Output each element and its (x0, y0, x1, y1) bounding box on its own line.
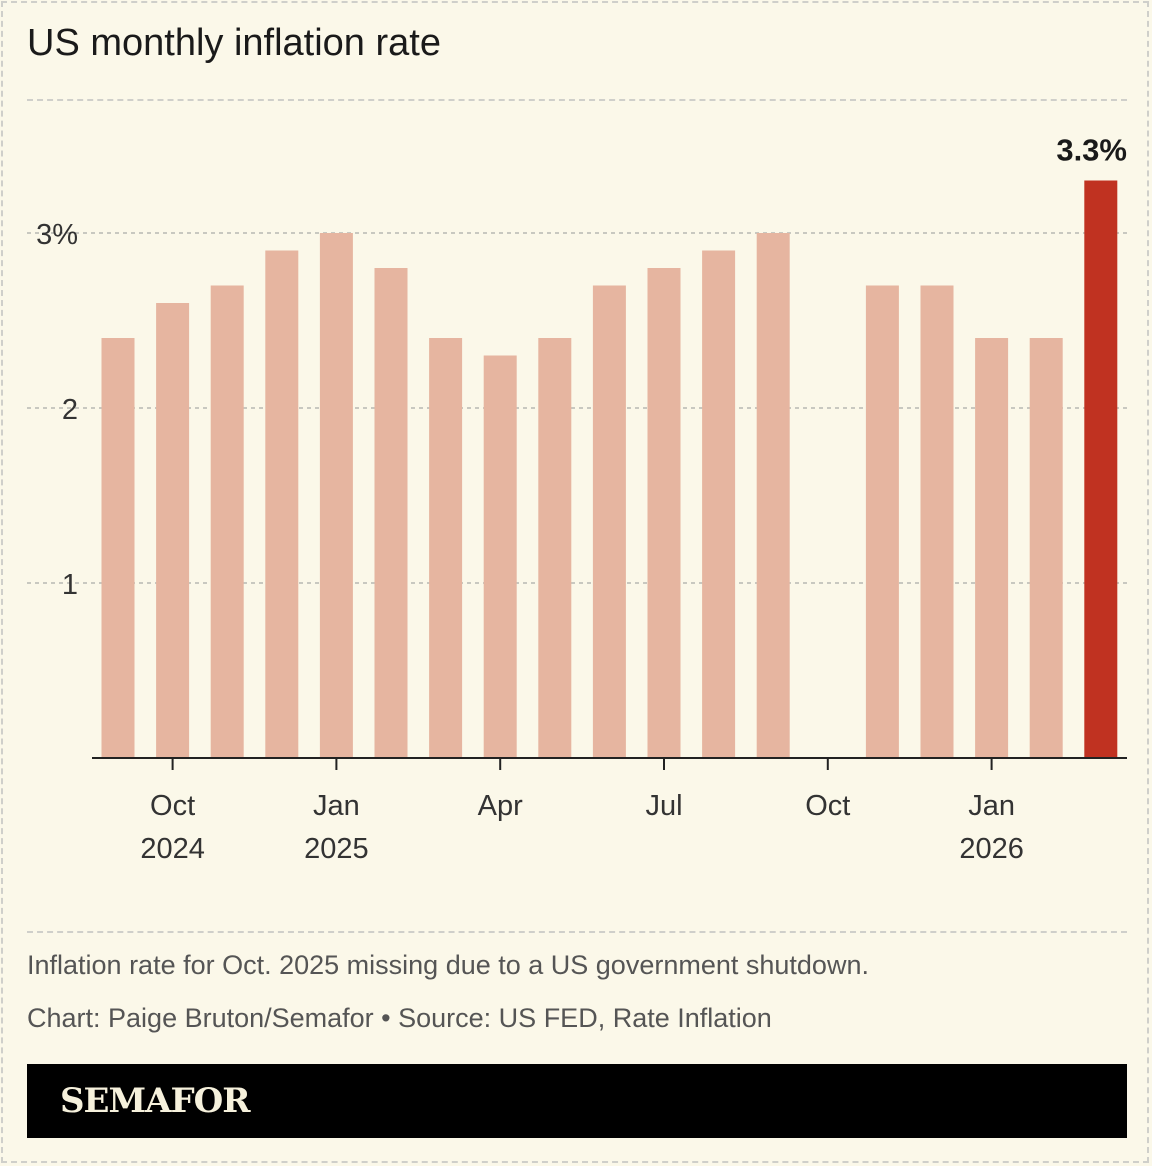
bar-mar-2025 (429, 338, 463, 758)
chart-credit: Chart: Paige Bruton/Semafor • Source: US… (27, 1003, 772, 1033)
x-tick-label: Jan (313, 790, 360, 822)
bar-may-2025 (538, 338, 572, 758)
chart-note: Inflation rate for Oct. 2025 missing due… (27, 950, 869, 980)
bar-jan-2025 (319, 233, 353, 758)
bar-feb-2026 (1029, 338, 1063, 758)
x-tick-label: Oct (805, 790, 850, 822)
x-tick-label: Oct (150, 790, 195, 822)
bar-jun-2025 (592, 285, 626, 758)
bar-dec-2024 (265, 250, 299, 758)
y-tick-label: 2 (62, 394, 78, 426)
y-tick-label: 3% (36, 219, 78, 251)
bar-aug-2025 (702, 250, 736, 758)
x-tick-label: Apr (478, 790, 523, 822)
bar-nov-2024 (210, 285, 244, 758)
x-tick-year: 2026 (959, 833, 1024, 865)
x-tick-label: Jul (645, 790, 682, 822)
bar-sep-2025 (756, 233, 790, 758)
footer-divider (27, 931, 1127, 933)
bar-jul-2025 (647, 268, 681, 758)
bar-mar-2026 (1084, 180, 1118, 758)
semafor-logo: SEMAFOR (60, 1081, 250, 1121)
bar-nov-2025 (865, 285, 899, 758)
chart-title: US monthly inflation rate (27, 22, 441, 64)
bar-oct-2024 (156, 303, 190, 758)
y-tick-label: 1 (62, 569, 78, 601)
x-tick-label: Jan (968, 790, 1015, 822)
brand-bar: SEMAFOR (27, 1064, 1127, 1138)
bar-sep-2024 (101, 338, 135, 758)
x-tick-year: 2025 (304, 833, 369, 865)
bar-apr-2025 (483, 355, 517, 758)
bar-dec-2025 (920, 285, 954, 758)
bar-feb-2025 (374, 268, 408, 758)
bar-jan-2026 (975, 338, 1009, 758)
highlight-data-label: 3.3% (1056, 133, 1127, 168)
x-tick-year: 2024 (140, 833, 205, 865)
title-divider (27, 99, 1127, 101)
